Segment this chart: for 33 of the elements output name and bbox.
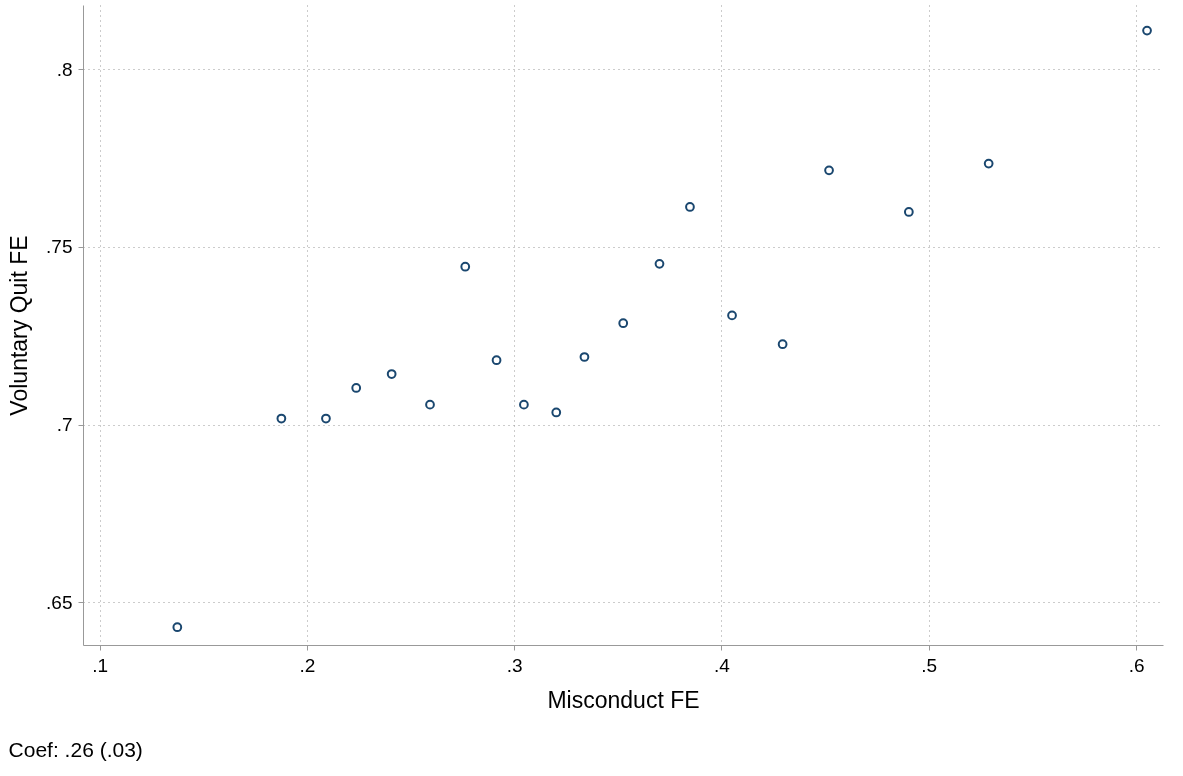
point xyxy=(491,355,502,366)
point xyxy=(321,413,331,424)
point xyxy=(727,310,737,321)
point xyxy=(460,261,471,272)
point xyxy=(1142,25,1152,36)
text: Coef: .26 (.03) xyxy=(8,738,143,761)
x-axis-title: Misconduct FE xyxy=(547,686,700,713)
point xyxy=(551,407,562,418)
x-tick-label: .4 xyxy=(714,654,731,676)
point xyxy=(618,318,629,329)
x-tick-label: .1 xyxy=(92,654,109,676)
point xyxy=(425,399,435,410)
y-tick-label: .75 xyxy=(46,236,73,258)
point xyxy=(685,202,695,212)
y-tick-label: .7 xyxy=(56,414,73,436)
point xyxy=(172,622,183,633)
x-tick-label: .2 xyxy=(299,654,316,676)
x-tick-label: .5 xyxy=(921,654,938,676)
y-tick-label: .65 xyxy=(46,591,73,613)
x-tick-label: .6 xyxy=(1128,654,1145,676)
point xyxy=(983,158,994,169)
point xyxy=(903,207,914,217)
y-tick-label: .8 xyxy=(56,58,73,80)
point xyxy=(519,399,529,410)
point xyxy=(579,352,590,362)
point xyxy=(351,383,362,393)
point xyxy=(824,165,834,176)
point xyxy=(654,258,665,269)
point xyxy=(276,413,287,424)
x-tick-label: .3 xyxy=(506,654,523,676)
point xyxy=(386,369,397,379)
y-axis-title: Voluntary Quit FE xyxy=(6,235,33,416)
point xyxy=(777,339,788,350)
